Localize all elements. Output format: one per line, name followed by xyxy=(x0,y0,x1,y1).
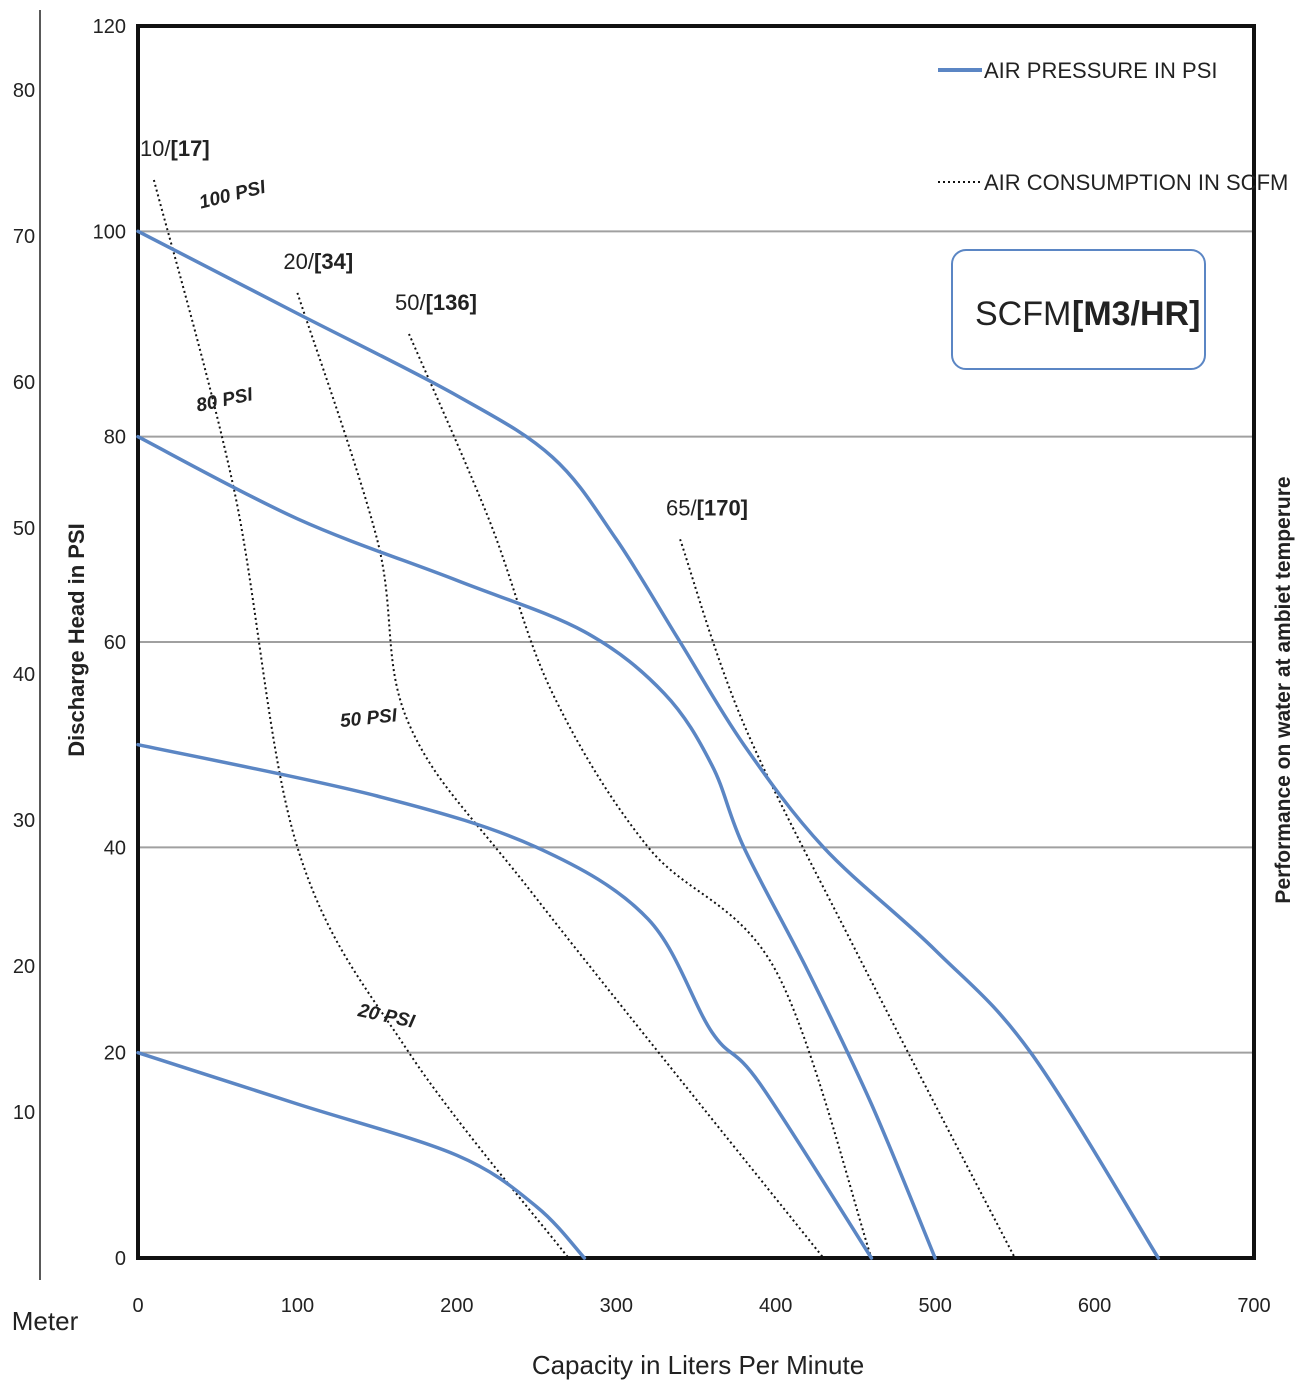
gridlines xyxy=(138,230,1254,1054)
consumption-label-3: 65/[170] xyxy=(666,495,748,520)
unit-box: SCFM [M3/HR] xyxy=(951,249,1206,370)
meter-tick-40: 40 xyxy=(13,664,35,686)
legend: AIR PRESSURE IN PSI AIR CONSUMPTION IN S… xyxy=(938,58,1288,195)
meter-tick-50: 50 xyxy=(13,518,35,540)
consumption-line-2 xyxy=(408,333,873,1259)
unit-box-scfm: SCFM xyxy=(975,295,1071,333)
x-tick-300: 300 xyxy=(600,1295,633,1317)
right-axis-title: Performance on water at ambiet temperure xyxy=(1272,476,1295,903)
meter-tick-30: 30 xyxy=(13,810,35,832)
x-tick-labels: 0 100 200 300 400 500 600 700 xyxy=(132,1295,1270,1317)
air-pressure-series xyxy=(136,229,1161,1260)
legend-air-pressure-label: AIR PRESSURE IN PSI xyxy=(984,58,1218,83)
consumption-line-1 xyxy=(296,292,825,1259)
air-pressure-labels: 100 PSI 80 PSI 50 PSI 20 PSI xyxy=(194,177,417,1033)
y-tick-0: 0 xyxy=(115,1248,126,1270)
meter-tick-labels: 102030405060708090 xyxy=(13,80,35,1124)
pressure-label-1: 80 PSI xyxy=(194,384,255,417)
meter-tick-60: 60 xyxy=(13,372,35,394)
y-tick-100: 100 xyxy=(93,221,126,243)
y-tick-40: 40 xyxy=(104,837,126,859)
y-axis-title: Discharge Head in PSI xyxy=(64,523,89,757)
pressure-line-100-psi xyxy=(136,229,1161,1260)
meter-tick-80: 80 xyxy=(13,80,35,102)
consumption-line-3 xyxy=(679,538,1016,1259)
air-consumption-series xyxy=(152,179,1016,1259)
y-tick-60: 60 xyxy=(104,632,126,654)
x-axis-title: Capacity in Liters Per Minute xyxy=(532,1350,864,1380)
consumption-label-0: 10/[17] xyxy=(140,136,210,161)
pressure-label-3: 20 PSI xyxy=(355,1000,417,1033)
meter-tick-20: 20 xyxy=(13,956,35,978)
pressure-label-0: 100 PSI xyxy=(197,177,268,214)
unit-box-frame xyxy=(951,249,1206,370)
pressure-line-50-psi xyxy=(136,742,874,1260)
meter-label: Meter xyxy=(12,1306,79,1336)
x-tick-700: 700 xyxy=(1237,1295,1270,1317)
meter-tick-70: 70 xyxy=(13,226,35,248)
y-tick-120: 120 xyxy=(93,16,126,38)
plot-frame xyxy=(136,24,1256,1260)
pressure-label-2: 50 PSI xyxy=(339,705,399,732)
unit-box-m3hr: [M3/HR] xyxy=(1072,295,1200,333)
consumption-line-0 xyxy=(152,179,570,1259)
consumption-label-1: 20/[34] xyxy=(283,249,353,274)
x-tick-400: 400 xyxy=(759,1295,792,1317)
y-tick-labels: 0 20 40 60 80 100 120 xyxy=(93,16,126,1270)
x-tick-600: 600 xyxy=(1078,1295,1111,1317)
pressure-line-20-psi xyxy=(136,1050,587,1260)
x-tick-500: 500 xyxy=(918,1295,951,1317)
air-consumption-labels: 10/[17] 20/[34] 50/[136] 65/[170] xyxy=(140,136,748,520)
x-tick-100: 100 xyxy=(281,1295,314,1317)
x-tick-0: 0 xyxy=(132,1295,143,1317)
pressure-line-80-psi xyxy=(136,434,937,1260)
meter-tick-10: 10 xyxy=(13,1102,35,1124)
y-tick-80: 80 xyxy=(104,427,126,449)
legend-air-consumption-label: AIR CONSUMPTION IN SCFM xyxy=(984,170,1288,195)
consumption-label-2: 50/[136] xyxy=(395,290,477,315)
y-tick-20: 20 xyxy=(104,1043,126,1065)
x-tick-200: 200 xyxy=(440,1295,473,1317)
